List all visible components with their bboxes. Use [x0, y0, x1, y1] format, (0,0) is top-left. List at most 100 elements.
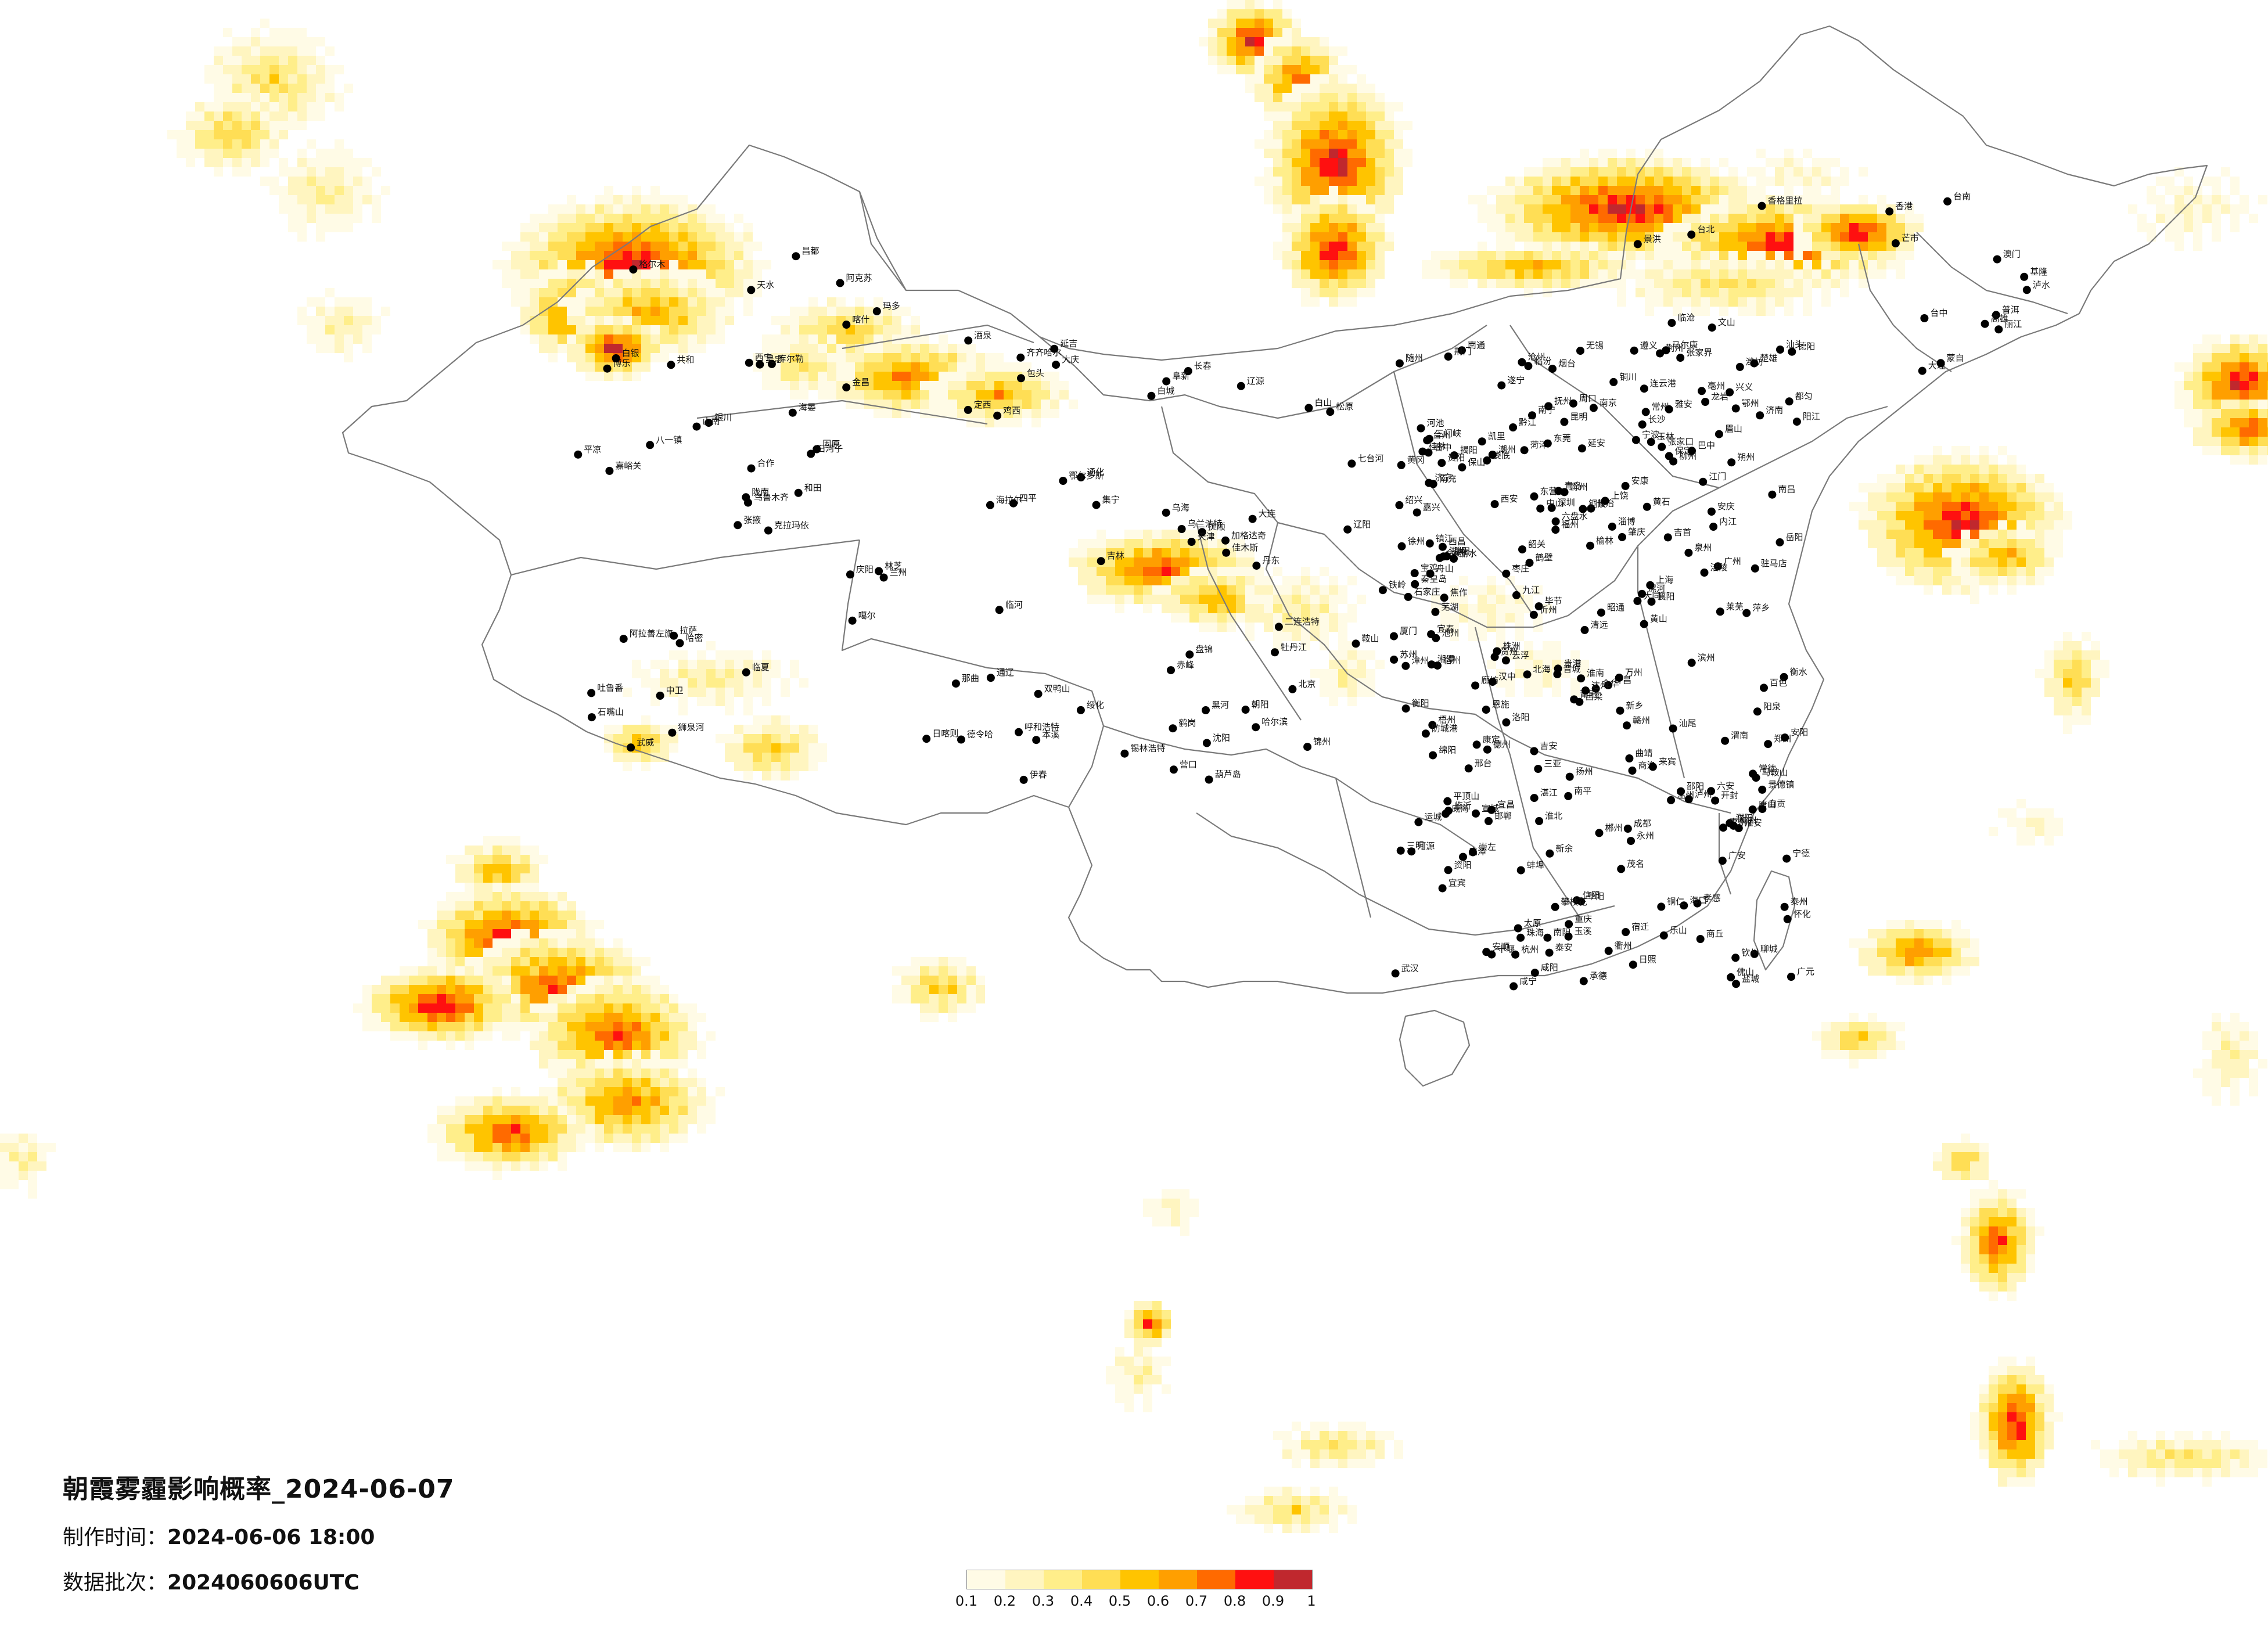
heat-cell — [892, 381, 901, 390]
heat-cell — [1152, 567, 1162, 576]
heat-cell — [1682, 260, 1691, 269]
heat-cell — [1301, 232, 1310, 242]
heat-cell — [307, 177, 316, 186]
heat-cell — [1524, 251, 1533, 260]
heat-cell — [1199, 37, 1208, 46]
heat-cell — [613, 1013, 623, 1022]
heat-cell — [604, 1078, 613, 1087]
heat-cell — [232, 46, 242, 56]
heat-cell — [1598, 167, 1608, 177]
heat-cell — [1320, 93, 1329, 102]
heat-cell — [585, 957, 595, 966]
heat-cell — [2212, 409, 2221, 418]
heat-cell — [1171, 539, 1180, 548]
heat-cell — [1877, 232, 1886, 242]
heat-cell — [1663, 186, 1673, 195]
heat-cell — [660, 660, 669, 669]
heat-cell — [585, 920, 595, 929]
heat-cell — [827, 297, 836, 307]
heat-cell — [585, 994, 595, 1003]
heat-cell — [753, 725, 762, 734]
heat-cell — [1756, 279, 1766, 288]
heat-cell — [1914, 539, 1924, 548]
heat-cell — [697, 260, 706, 269]
heat-cell — [901, 966, 911, 976]
heat-cell — [1106, 567, 1115, 576]
heat-cell — [437, 911, 446, 920]
heat-cell — [1756, 214, 1766, 223]
heat-cell — [1515, 195, 1524, 204]
heat-cell — [520, 920, 530, 929]
heat-cell — [353, 214, 362, 223]
heat-cell — [1320, 74, 1329, 84]
heat-cell — [706, 260, 716, 269]
heat-cell — [678, 1134, 688, 1143]
heat-cell — [725, 297, 734, 307]
heat-cell — [911, 390, 920, 400]
heat-cell — [2017, 520, 2026, 530]
heat-cell — [1310, 46, 1320, 56]
heat-cell — [1031, 400, 1041, 409]
heat-cell — [279, 204, 288, 214]
heat-cell — [1264, 111, 1273, 121]
heat-cell — [1979, 567, 1989, 576]
heat-cell — [641, 1078, 650, 1087]
heat-cell — [558, 1003, 567, 1013]
heat-cell — [1366, 650, 1375, 660]
heat-cell — [1189, 576, 1199, 585]
heat-cell — [558, 1115, 567, 1124]
heat-cell — [1924, 474, 1933, 483]
heat-cell — [1868, 204, 1877, 214]
heat-cell — [1338, 595, 1347, 604]
heat-cell — [650, 288, 660, 297]
heat-cell — [929, 381, 939, 390]
heat-cell — [1570, 214, 1580, 223]
heat-cell — [2082, 715, 2091, 725]
heat-cell — [595, 279, 604, 288]
heat-cell — [660, 1106, 669, 1115]
heat-cell — [1329, 214, 1338, 223]
heat-cell — [697, 279, 706, 288]
heat-cell — [957, 966, 966, 976]
heat-cell — [660, 1143, 669, 1152]
heat-cell — [716, 325, 725, 334]
heat-cell — [325, 74, 335, 84]
heat-cell — [511, 864, 520, 873]
heat-cell — [613, 985, 623, 994]
heat-cell — [641, 1106, 650, 1115]
heat-cell — [604, 957, 613, 966]
heat-cell — [567, 994, 576, 1003]
heat-cell — [427, 976, 437, 985]
heat-cell — [743, 297, 753, 307]
heat-cell — [1505, 195, 1515, 204]
heat-cell — [1115, 576, 1124, 585]
heat-cell — [957, 409, 966, 418]
heat-cell — [1366, 214, 1375, 223]
heat-cell — [2072, 669, 2082, 678]
heat-cell — [548, 1003, 558, 1013]
heat-cell — [874, 409, 883, 418]
heat-cell — [604, 279, 613, 288]
heat-cell — [1329, 669, 1338, 678]
heat-cell — [1264, 604, 1273, 613]
heat-cell — [1478, 251, 1487, 260]
heat-cell — [613, 725, 623, 734]
heat-cell — [279, 46, 288, 56]
heat-cell — [418, 1041, 427, 1050]
heat-cell — [2063, 706, 2072, 715]
heat-cell — [1524, 177, 1533, 186]
heat-cell — [511, 920, 520, 929]
heat-cell — [446, 892, 455, 901]
heat-cell — [288, 111, 297, 121]
heat-cell — [297, 316, 307, 325]
heat-cell — [1756, 242, 1766, 251]
heat-cell — [1366, 223, 1375, 232]
heat-cell — [1292, 251, 1301, 260]
heat-cell — [1505, 232, 1515, 242]
heat-cell — [1115, 567, 1124, 576]
heat-cell — [1719, 214, 1728, 223]
heat-cell — [1970, 455, 1979, 465]
heat-cell — [623, 1124, 632, 1134]
heat-cell — [641, 976, 650, 985]
heat-cell — [623, 1087, 632, 1096]
